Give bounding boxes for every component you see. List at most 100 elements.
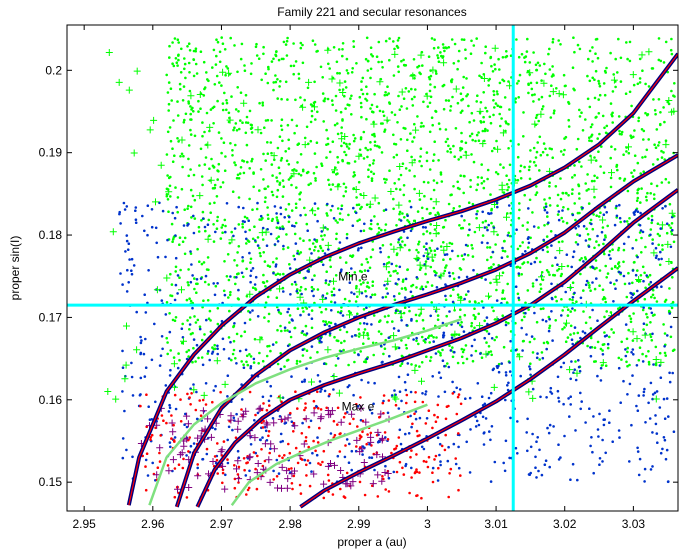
data-point	[227, 425, 231, 429]
data-point	[275, 475, 279, 478]
data-point	[275, 237, 279, 240]
data-point	[208, 309, 212, 313]
data-point	[527, 207, 530, 210]
data-point	[352, 139, 356, 143]
data-point	[245, 242, 248, 245]
plot-frame	[66, 24, 679, 512]
data-point	[441, 321, 445, 325]
data-point	[266, 152, 270, 155]
data-point	[606, 224, 609, 228]
data-point	[277, 166, 281, 169]
data-point	[321, 76, 325, 79]
data-point	[258, 438, 262, 442]
data-point	[465, 357, 469, 361]
data-point	[567, 397, 570, 400]
data-point	[309, 356, 312, 360]
data-point	[551, 65, 554, 68]
data-point	[334, 183, 342, 191]
data-point	[378, 247, 382, 250]
data-point	[643, 480, 646, 483]
data-point	[475, 212, 478, 216]
data-point	[454, 462, 458, 466]
data-point	[244, 131, 248, 135]
data-point	[293, 280, 297, 284]
data-point	[447, 202, 451, 206]
data-point	[213, 293, 217, 297]
data-point	[418, 198, 422, 201]
data-point	[245, 115, 249, 119]
data-point	[458, 388, 462, 391]
data-point	[339, 432, 342, 435]
data-point	[561, 220, 565, 223]
data-point	[249, 274, 252, 278]
data-point	[578, 234, 582, 237]
data-point	[261, 104, 265, 107]
data-point	[227, 357, 231, 360]
data-point	[465, 275, 469, 279]
point-cloud-1	[118, 201, 676, 484]
data-point	[531, 120, 539, 128]
data-point	[334, 322, 337, 326]
data-point	[263, 425, 267, 429]
data-point	[329, 432, 333, 435]
data-point	[636, 279, 639, 283]
data-point	[410, 319, 413, 322]
data-point	[130, 269, 133, 273]
data-point	[564, 340, 568, 344]
data-point	[263, 126, 266, 129]
data-point	[232, 339, 236, 343]
data-point	[233, 161, 236, 164]
data-point	[462, 191, 466, 195]
data-point	[484, 51, 487, 55]
data-point	[336, 161, 340, 164]
data-point	[185, 350, 188, 354]
data-point	[615, 214, 619, 218]
data-point	[490, 228, 498, 236]
data-point	[593, 174, 596, 178]
data-point	[335, 339, 339, 342]
data-point	[188, 396, 191, 399]
data-point	[572, 332, 576, 335]
data-point	[594, 69, 598, 73]
data-point	[601, 349, 604, 352]
data-point	[249, 123, 253, 127]
data-point	[170, 437, 173, 440]
data-point	[121, 366, 125, 370]
data-point	[390, 262, 394, 266]
data-point	[170, 99, 173, 102]
data-point	[654, 246, 658, 250]
data-point	[499, 124, 502, 128]
data-point	[649, 381, 653, 385]
data-point	[324, 462, 332, 470]
data-point	[325, 292, 329, 295]
data-point	[194, 47, 198, 50]
data-point	[338, 450, 342, 453]
data-point	[187, 450, 190, 453]
data-point	[489, 255, 493, 259]
data-point	[340, 131, 343, 135]
data-point	[218, 446, 226, 454]
data-point	[271, 174, 274, 177]
data-point	[457, 158, 461, 161]
data-point	[327, 490, 330, 493]
data-point	[245, 454, 253, 462]
data-point	[233, 486, 237, 490]
data-point	[290, 482, 294, 485]
data-point	[622, 248, 626, 252]
data-point	[236, 449, 240, 453]
data-point	[667, 224, 671, 227]
data-point	[337, 467, 345, 474]
data-point	[150, 116, 158, 124]
data-point	[189, 250, 192, 253]
data-point	[526, 246, 530, 249]
data-point	[267, 434, 270, 438]
data-point	[474, 415, 477, 418]
data-point	[246, 453, 254, 461]
data-point	[671, 228, 674, 232]
data-point	[320, 234, 323, 238]
data-point	[415, 468, 418, 471]
data-point	[291, 487, 294, 491]
data-point	[190, 118, 193, 121]
data-point	[166, 341, 169, 344]
data-point	[569, 478, 572, 482]
